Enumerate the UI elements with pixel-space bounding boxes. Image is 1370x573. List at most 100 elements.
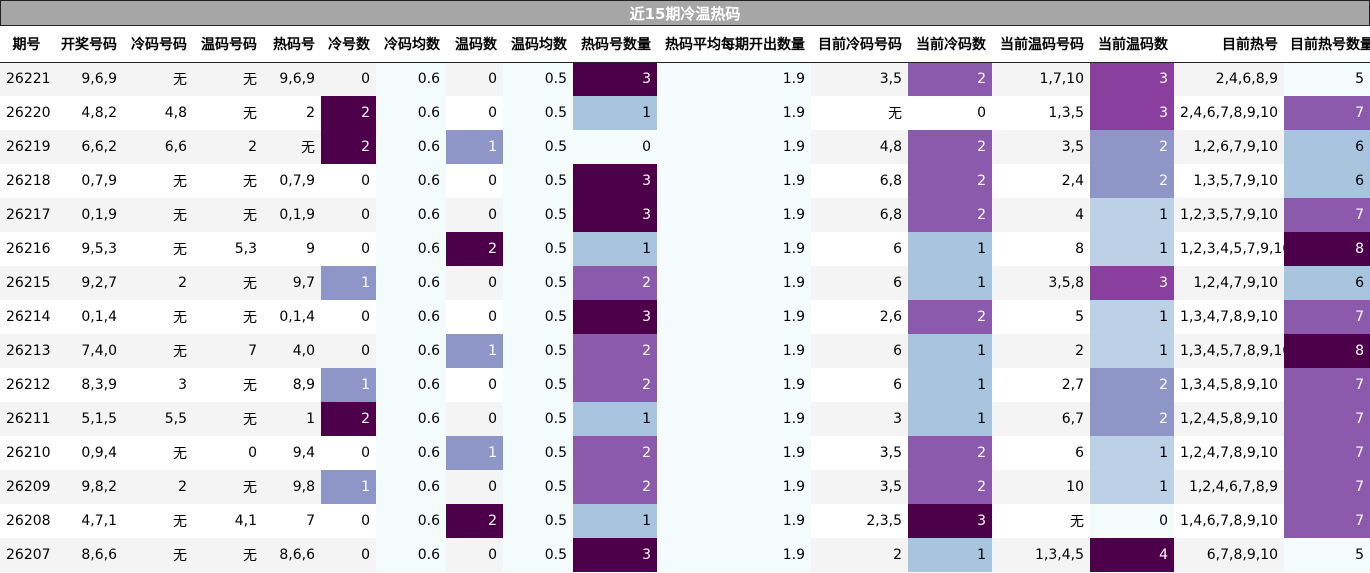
table-cell: 0.6 xyxy=(376,164,446,198)
table-cell: 9,6,9 xyxy=(263,62,321,96)
table-cell: 0.5 xyxy=(503,62,573,96)
column-header: 热码平均每期开出数量 xyxy=(657,26,811,63)
table-cell: 0.6 xyxy=(376,96,446,130)
table-cell: 无 xyxy=(123,300,193,334)
table-cell: 0 xyxy=(321,198,376,232)
table-cell: 1.9 xyxy=(657,96,811,130)
table-cell: 6 xyxy=(1284,130,1370,164)
table-cell: 无 xyxy=(193,266,263,300)
table-cell: 9,4 xyxy=(263,436,321,470)
table-cell: 0 xyxy=(321,300,376,334)
table-cell: 0 xyxy=(321,436,376,470)
table-cell: 无 xyxy=(123,164,193,198)
table-cell: 2,3,5 xyxy=(811,504,908,538)
table-cell: 0 xyxy=(908,96,992,130)
table-cell: 1,2,4,7,8,9,10 xyxy=(1174,436,1284,470)
table-cell: 4,8,2 xyxy=(53,96,123,130)
table-cell: 4,0 xyxy=(263,334,321,368)
table-cell: 0.5 xyxy=(503,266,573,300)
table-cell: 7 xyxy=(1284,402,1370,436)
table-cell: 1 xyxy=(446,130,503,164)
table-cell: 0.5 xyxy=(503,198,573,232)
table-row: 26215 9,2,7 2 无 9,7 1 0.6 0 0.5 2 1.9 6 1 3,5,8 3 1,2,4… xyxy=(0,266,1370,300)
table-cell: 0.6 xyxy=(376,232,446,266)
table-cell: 1.9 xyxy=(657,130,811,164)
table-cell: 0.6 xyxy=(376,504,446,538)
table-cell: 0.6 xyxy=(376,300,446,334)
table-cell: 无 xyxy=(193,538,263,572)
table-cell: 0.6 xyxy=(376,368,446,402)
table-cell: 5,5 xyxy=(123,402,193,436)
table-cell: 0 xyxy=(446,368,503,402)
table-cell: 1 xyxy=(908,402,992,436)
table-cell: 0.6 xyxy=(376,538,446,572)
table-cell: 1.9 xyxy=(657,62,811,96)
table-cell: 0 xyxy=(446,62,503,96)
table-cell: 1.9 xyxy=(657,436,811,470)
column-header: 目前热号数量 xyxy=(1284,26,1370,63)
column-header: 冷号数 xyxy=(321,26,376,63)
table-cell: 10 xyxy=(992,470,1090,504)
table-cell: 26216 xyxy=(0,232,53,266)
column-header: 温码均数 xyxy=(503,26,573,63)
table-cell: 9,8,2 xyxy=(53,470,123,504)
table-cell: 0.6 xyxy=(376,334,446,368)
table-cell: 5 xyxy=(1284,538,1370,572)
table-cell: 7 xyxy=(193,334,263,368)
table-cell: 7 xyxy=(1284,96,1370,130)
table-title: 近15期冷温热码 xyxy=(0,0,1370,26)
table-cell: 1 xyxy=(573,402,657,436)
table-cell: 1,2,6,7,9,10 xyxy=(1174,130,1284,164)
table-cell: 2 xyxy=(811,538,908,572)
table-cell: 0 xyxy=(446,96,503,130)
table-cell: 2 xyxy=(123,266,193,300)
table-cell: 1 xyxy=(321,368,376,402)
table-cell: 1 xyxy=(1090,300,1174,334)
table-cell: 0.6 xyxy=(376,470,446,504)
table-cell: 0 xyxy=(321,62,376,96)
table-cell: 0 xyxy=(321,232,376,266)
table-cell: 2 xyxy=(1090,368,1174,402)
table-row: 26218 0,7,9 无无 0,7,9 0 0.6 0 0.5 3 1.9 6,8 2 2,4 2 1,3… xyxy=(0,164,1370,198)
table-cell: 1,2,4,7,9,10 xyxy=(1174,266,1284,300)
table-cell: 1 xyxy=(908,266,992,300)
table-cell: 0.5 xyxy=(503,130,573,164)
table-cell: 7 xyxy=(263,504,321,538)
column-header: 目前热号 xyxy=(1174,26,1284,63)
table-cell: 1.9 xyxy=(657,538,811,572)
table-cell: 1 xyxy=(573,232,657,266)
table-cell: 3 xyxy=(573,300,657,334)
table-cell: 0.5 xyxy=(503,232,573,266)
table-cell: 1 xyxy=(1090,436,1174,470)
table-cell: 1.9 xyxy=(657,266,811,300)
column-header: 目前冷码号码 xyxy=(811,26,908,63)
table-cell: 1 xyxy=(446,334,503,368)
table-cell: 1 xyxy=(263,402,321,436)
table-cell: 无 xyxy=(193,368,263,402)
table-row: 26221 9,6,9 无无 9,6,9 0 0.6 0 0.5 3 1.9 3,5 2 1,7,10 3… xyxy=(0,62,1370,96)
table-cell: 2 xyxy=(908,470,992,504)
table-cell: 6,6 xyxy=(123,130,193,164)
table-cell: 1 xyxy=(446,436,503,470)
table-cell: 9,6,9 xyxy=(53,62,123,96)
table-cell: 1.9 xyxy=(657,198,811,232)
table-cell: 0 xyxy=(321,504,376,538)
table-cell: 1 xyxy=(321,470,376,504)
table-cell: 5,3 xyxy=(193,232,263,266)
table-cell: 2 xyxy=(193,130,263,164)
table-cell: 1 xyxy=(1090,334,1174,368)
table-cell: 1 xyxy=(908,368,992,402)
cold-warm-hot-table: 期号 开奖号码 冷码号码 温码号码 热码号 冷号数 冷码均数 温码数 温码均数 热码号数量 热码平均… xyxy=(0,26,1370,572)
table-cell: 1,2,3,4,5,7,9,10 xyxy=(1174,232,1284,266)
table-cell: 无 xyxy=(811,96,908,130)
table-row: 26208 4,7,1 无 4,1 7 0 0.6 2 0.5 1 1.9 2,3,5 3 无 0 1,4,6… xyxy=(0,504,1370,538)
table-cell: 2 xyxy=(573,266,657,300)
table-row: 26212 8,3,9 3 无 8,9 1 0.6 0 0.5 2 1.9 6 1 2,7 2 1,3,4,5… xyxy=(0,368,1370,402)
table-cell: 1.9 xyxy=(657,368,811,402)
table-cell: 7 xyxy=(1284,198,1370,232)
table-cell: 3 xyxy=(811,402,908,436)
table-cell: 1,2,4,5,8,9,10 xyxy=(1174,402,1284,436)
table-cell: 0.6 xyxy=(376,402,446,436)
table-cell: 0 xyxy=(446,198,503,232)
table-cell: 0.6 xyxy=(376,62,446,96)
